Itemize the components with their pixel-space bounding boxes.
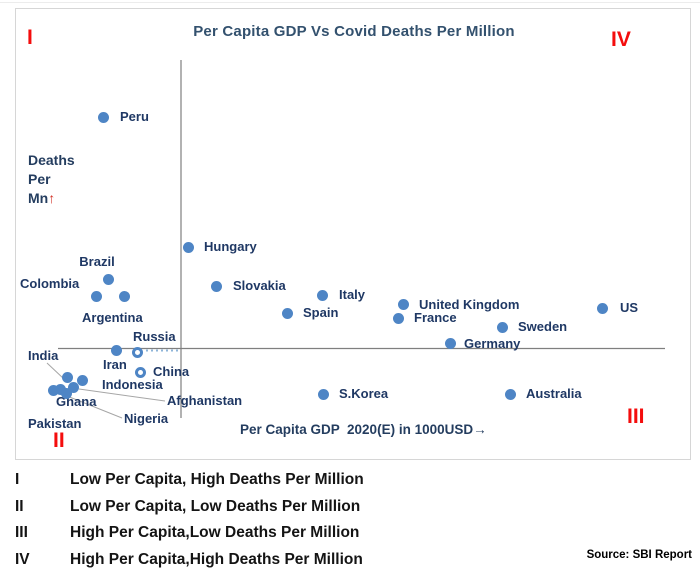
- country-label-argentina: Argentina: [82, 310, 143, 325]
- y-axis-label: Deaths Per Mn↑: [28, 151, 75, 208]
- country-label-united-kingdom: United Kingdom: [419, 297, 520, 312]
- data-point-indonesia: [76, 374, 88, 386]
- country-label-spain: Spain: [303, 305, 339, 320]
- quadrant-label-iii: III: [627, 405, 645, 428]
- legend-row-i: I Low Per Capita, High Deaths Per Millio…: [15, 467, 555, 494]
- legend-numeral: II: [15, 497, 24, 515]
- data-point-argentina: [118, 290, 130, 302]
- data-point-india: [61, 371, 73, 383]
- data-point-iran: [131, 346, 143, 358]
- data-point-pakistan: [47, 384, 59, 396]
- leader-line-afghanistan: [78, 388, 166, 402]
- top-divider: [0, 2, 700, 3]
- country-label-colombia: Colombia: [20, 276, 80, 291]
- data-point-nigeria: [60, 387, 72, 399]
- data-point-france: [392, 312, 404, 324]
- data-point-hungary: [182, 241, 194, 253]
- data-point-united-kingdom: [397, 298, 409, 310]
- quadrant-legend: I Low Per Capita, High Deaths Per Millio…: [15, 467, 555, 573]
- data-point-brazil: [102, 273, 114, 285]
- country-label-hungary: Hungary: [204, 239, 257, 254]
- country-label-france: France: [414, 310, 457, 325]
- legend-text: Low Per Capita, Low Deaths Per Million: [70, 497, 361, 515]
- data-point-peru: [97, 111, 109, 123]
- country-label-iran: Iran: [103, 357, 127, 372]
- quadrant-label-iv: IV: [611, 28, 631, 51]
- country-label-australia: Australia: [526, 386, 582, 401]
- chart-title: Per Capita GDP Vs Covid Deaths Per Milli…: [193, 23, 515, 40]
- country-label-us: US: [620, 300, 639, 315]
- legend-numeral: I: [15, 471, 20, 489]
- legend-text: High Per Capita,High Deaths Per Million: [70, 550, 363, 568]
- quadrant-label-ii: II: [53, 429, 65, 452]
- data-point-italy: [316, 289, 328, 301]
- data-point-sweden: [496, 321, 508, 333]
- source-attribution: Source: SBI Report: [586, 549, 692, 561]
- country-label-nigeria: Nigeria: [124, 411, 169, 426]
- data-point-australia: [504, 388, 516, 400]
- data-point-ghana: [54, 383, 66, 395]
- country-label-russia: Russia: [133, 329, 176, 344]
- data-point-us: [596, 302, 608, 314]
- country-label-brazil: Brazil: [79, 254, 115, 269]
- data-point-china: [134, 366, 146, 378]
- legend-numeral: III: [15, 524, 28, 542]
- y-axis-label-line2: Per: [28, 171, 51, 187]
- country-label-afghanistan: Afghanistan: [167, 393, 243, 408]
- data-point-russia: [110, 344, 122, 356]
- legend-text: Low Per Capita, High Deaths Per Million: [70, 471, 364, 489]
- y-axis-label-line3: Mn↑: [28, 190, 56, 206]
- country-label-india: India: [28, 348, 59, 363]
- data-point-germany: [444, 337, 456, 349]
- legend-row-iv: IV High Per Capita,High Deaths Per Milli…: [15, 547, 555, 574]
- country-label-sweden: Sweden: [518, 319, 568, 334]
- data-point-s-korea: [317, 388, 329, 400]
- x-axis-label: Per Capita GDP 2020(E) in 1000USD→: [240, 422, 487, 437]
- country-label-china: China: [153, 364, 190, 379]
- country-label-s-korea: S.Korea: [339, 386, 389, 401]
- country-label-slovakia: Slovakia: [233, 278, 286, 293]
- data-point-afghanistan: [67, 381, 79, 393]
- chart-area: [15, 8, 691, 460]
- country-label-germany: Germany: [464, 336, 521, 351]
- legend-row-iii: III High Per Capita,Low Deaths Per Milli…: [15, 520, 555, 547]
- legend-row-ii: II Low Per Capita, Low Deaths Per Millio…: [15, 494, 555, 521]
- data-point-colombia: [90, 290, 102, 302]
- data-point-slovakia: [210, 280, 222, 292]
- legend-numeral: IV: [15, 550, 30, 568]
- leader-line-nigeria: [66, 395, 123, 419]
- data-point-spain: [281, 307, 293, 319]
- country-label-italy: Italy: [339, 287, 366, 302]
- legend-text: High Per Capita,Low Deaths Per Million: [70, 524, 360, 542]
- y-axis-label-line1: Deaths: [28, 152, 75, 168]
- country-label-indonesia: Indonesia: [102, 377, 163, 392]
- quadrant-label-i: I: [27, 26, 33, 49]
- leader-line-india: [46, 362, 65, 380]
- up-arrow-icon: ↑: [48, 190, 56, 206]
- country-label-pakistan: Pakistan: [28, 416, 82, 431]
- country-label-peru: Peru: [120, 109, 149, 124]
